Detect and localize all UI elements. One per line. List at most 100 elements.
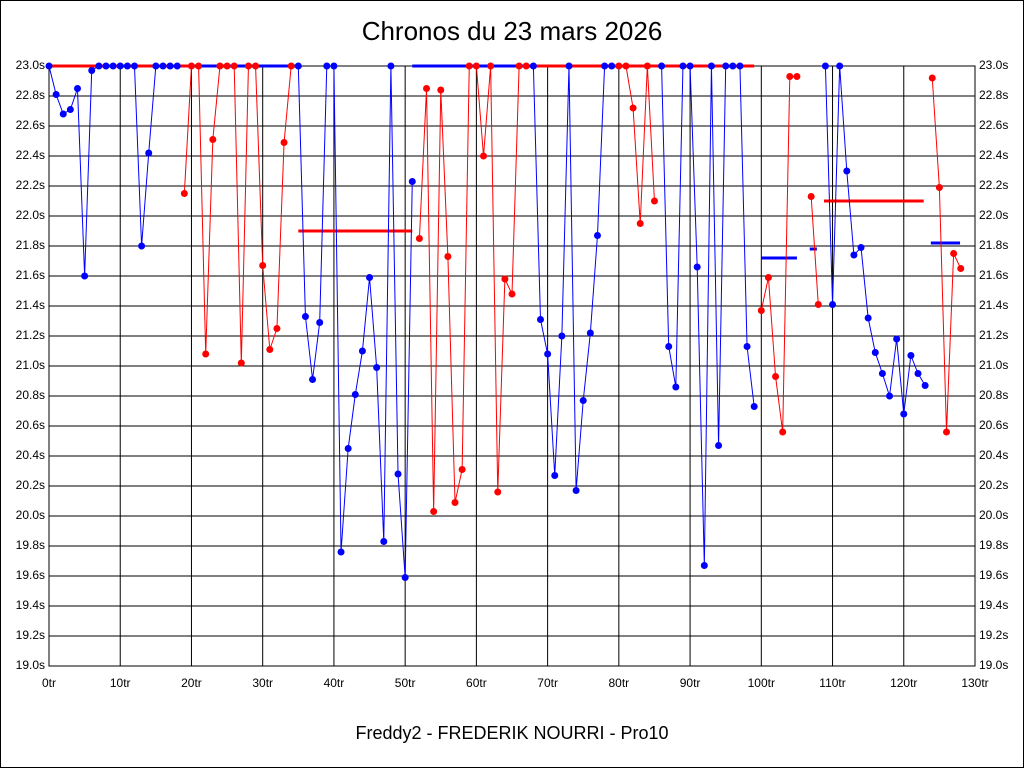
x-tick-label: 80tr	[609, 676, 630, 690]
data-point	[259, 262, 267, 269]
x-tick-label: 40tr	[324, 676, 345, 690]
data-point	[807, 193, 815, 200]
data-point	[893, 335, 901, 343]
y2-tick-label: 20.4s	[979, 448, 1008, 462]
data-point	[501, 275, 509, 283]
data-point	[636, 220, 644, 227]
data-point	[943, 428, 951, 436]
data-point	[387, 62, 395, 70]
x-tick-label: 0tr	[42, 676, 56, 690]
data-point	[437, 86, 445, 94]
x-tick-label: 110tr	[819, 676, 845, 690]
data-point	[764, 274, 772, 281]
data-point	[73, 85, 81, 92]
data-point	[821, 62, 829, 70]
data-point	[864, 314, 872, 322]
data-point	[408, 178, 416, 185]
data-point	[444, 253, 452, 260]
data-point	[572, 487, 580, 494]
x-axis-title: Freddy2 - FREDERIK NOURRI - Pro10	[355, 723, 668, 743]
x-tick-label: 50tr	[395, 676, 416, 690]
chart-title: Chronos du 23 mars 2026	[362, 16, 663, 46]
data-point	[586, 329, 594, 337]
data-point	[401, 574, 409, 581]
data-point	[301, 313, 309, 320]
data-point	[159, 62, 167, 70]
x-tick-label: 10tr	[110, 676, 131, 690]
data-point	[337, 548, 345, 556]
data-point	[273, 325, 281, 332]
data-point	[166, 62, 174, 70]
y2-tick-label: 20.8s	[979, 388, 1008, 402]
y2-tick-label: 19.6s	[979, 568, 1008, 582]
data-point	[52, 91, 60, 98]
data-point	[123, 62, 131, 70]
data-point	[88, 67, 96, 74]
y2-tick-label: 21.4s	[979, 298, 1008, 312]
data-point	[772, 373, 780, 380]
data-point	[914, 370, 922, 377]
data-point	[900, 410, 908, 418]
data-point	[871, 349, 879, 356]
data-point	[344, 445, 352, 452]
data-point	[722, 62, 730, 70]
y2-tick-label: 22.6s	[979, 118, 1008, 132]
data-point	[558, 332, 566, 340]
data-point	[750, 403, 758, 410]
y-tick-label: 23.0s	[16, 58, 45, 72]
data-point	[658, 62, 666, 70]
data-point	[59, 110, 67, 118]
data-point	[736, 62, 744, 70]
x-tick-label: 20tr	[181, 676, 202, 690]
data-point	[487, 62, 495, 70]
data-point	[672, 383, 680, 391]
data-point	[693, 263, 701, 271]
data-point	[309, 376, 317, 383]
y2-tick-label: 22.2s	[979, 178, 1008, 192]
x-tick-label: 130tr	[961, 676, 988, 690]
data-point	[480, 152, 488, 160]
data-point	[622, 62, 630, 70]
x-tick-label: 30tr	[252, 676, 273, 690]
data-point	[187, 62, 195, 70]
y2-tick-label: 21.8s	[979, 238, 1008, 252]
data-point	[793, 73, 801, 80]
y-tick-label: 21.8s	[16, 238, 45, 252]
data-point	[743, 343, 751, 350]
y2-tick-label: 21.2s	[979, 328, 1008, 342]
data-point	[928, 74, 936, 82]
data-point	[415, 235, 423, 242]
data-point	[45, 62, 53, 70]
y2-tick-label: 22.4s	[979, 148, 1008, 162]
data-point	[316, 319, 324, 326]
y-tick-label: 22.8s	[16, 88, 45, 102]
y2-tick-label: 21.6s	[979, 268, 1008, 282]
data-point	[237, 359, 245, 367]
data-point	[950, 250, 958, 257]
y2-tick-label: 22.0s	[979, 208, 1008, 222]
y2-tick-label: 20.0s	[979, 508, 1008, 522]
data-point	[223, 62, 231, 70]
x-tick-label: 120tr	[890, 676, 917, 690]
data-point	[287, 62, 295, 70]
y-tick-label: 19.8s	[16, 538, 45, 552]
data-point	[330, 62, 338, 70]
data-point	[451, 499, 459, 506]
data-point	[843, 167, 851, 175]
y2-tick-label: 23.0s	[979, 58, 1008, 72]
data-point	[266, 346, 274, 353]
data-point	[430, 508, 438, 515]
data-point	[679, 62, 687, 70]
y-tick-label: 19.4s	[16, 598, 45, 612]
data-point	[138, 242, 146, 250]
data-point	[202, 350, 210, 358]
data-point	[472, 62, 480, 70]
series-line	[183, 65, 962, 512]
y-tick-label: 22.4s	[16, 148, 45, 162]
y2-tick-label: 19.8s	[979, 538, 1008, 552]
x-tick-label: 90tr	[680, 676, 701, 690]
y-tick-label: 20.8s	[16, 388, 45, 402]
data-point	[173, 62, 181, 70]
data-point	[779, 428, 787, 436]
